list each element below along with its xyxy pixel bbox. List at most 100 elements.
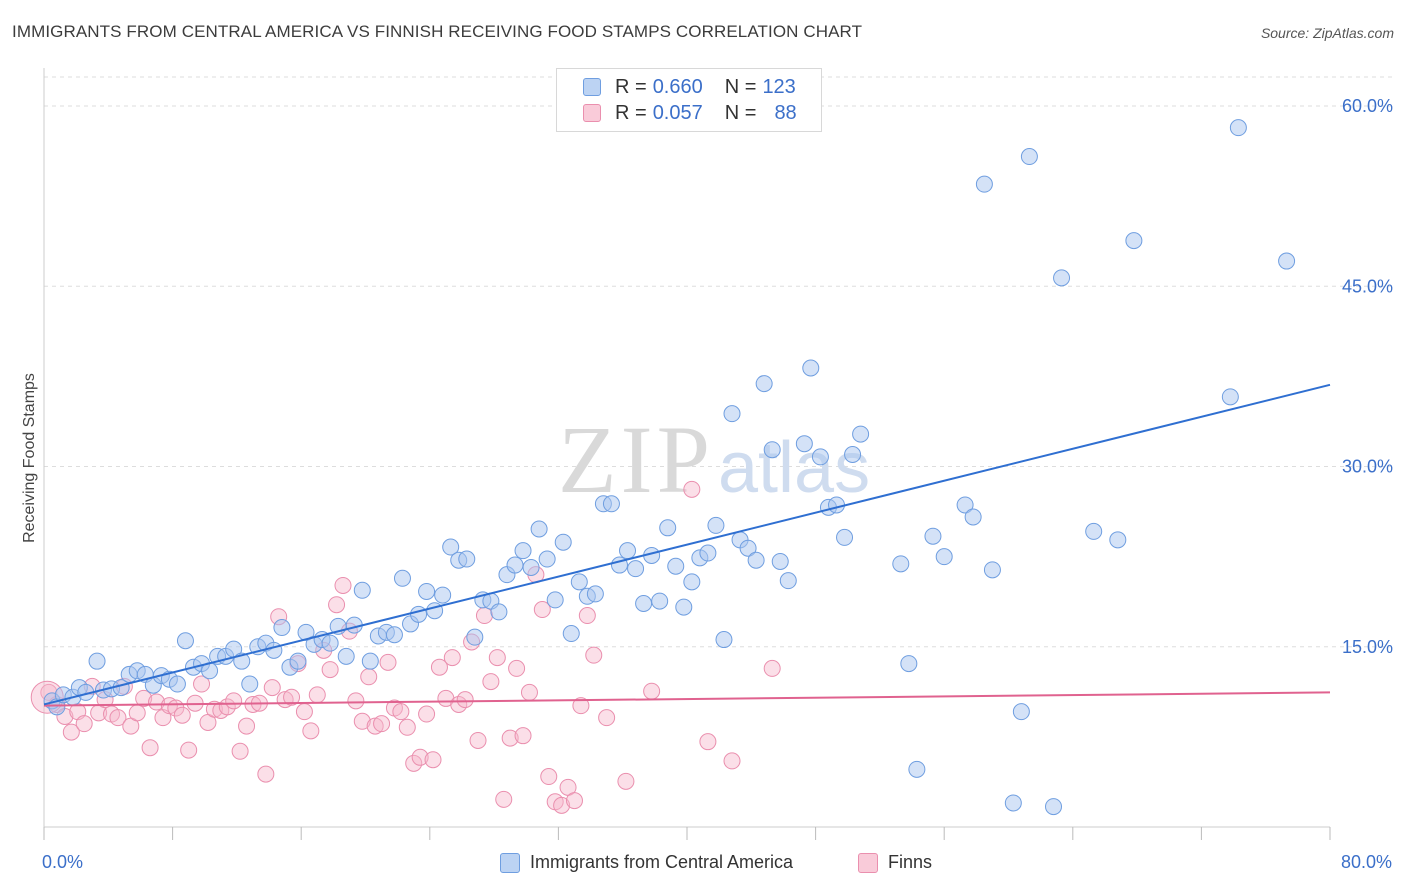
central-america-point bbox=[699, 544, 717, 562]
finns-point bbox=[353, 712, 371, 730]
central-america-point bbox=[458, 550, 476, 568]
finns-point bbox=[488, 649, 506, 667]
central-america-point bbox=[1278, 252, 1296, 270]
finns-point bbox=[373, 715, 391, 733]
central-america-point bbox=[168, 675, 186, 693]
central-america-point bbox=[393, 569, 411, 587]
central-america-point bbox=[715, 631, 733, 649]
finns-point bbox=[514, 727, 532, 745]
finns-point bbox=[572, 697, 590, 715]
central-america-point bbox=[975, 175, 993, 193]
finns-point bbox=[456, 691, 474, 709]
finns-point bbox=[263, 679, 281, 697]
trend-lines bbox=[43, 383, 1331, 707]
central-america-point bbox=[619, 542, 637, 560]
chart-title: IMMIGRANTS FROM CENTRAL AMERICA VS FINNI… bbox=[12, 22, 863, 41]
central-america-point bbox=[892, 555, 910, 573]
watermark: ZIP atlas bbox=[558, 406, 870, 513]
central-america-point bbox=[562, 625, 580, 643]
central-america-point bbox=[795, 435, 813, 453]
y-tick-label: 15.0% bbox=[1342, 637, 1393, 657]
central-america-point bbox=[763, 441, 781, 459]
legend-swatch-blue bbox=[583, 78, 601, 96]
central-america-point bbox=[418, 582, 436, 600]
central-america-point bbox=[1125, 232, 1143, 250]
central-america-point bbox=[289, 652, 307, 670]
finns-point bbox=[238, 717, 256, 735]
bottom-legend-swatch-pink bbox=[858, 852, 878, 873]
finns-point bbox=[257, 765, 275, 783]
finns-point bbox=[62, 723, 80, 741]
legend-row-central-america: R = 0.660 N = 123 bbox=[583, 75, 796, 99]
finns-point bbox=[302, 722, 320, 740]
central-america-point bbox=[935, 548, 953, 566]
finns-point bbox=[565, 792, 583, 810]
finns-point bbox=[411, 748, 429, 766]
finns-point bbox=[418, 705, 436, 723]
central-america-point bbox=[675, 598, 693, 616]
central-america-point bbox=[1229, 119, 1247, 137]
finns-point bbox=[135, 689, 153, 707]
central-america-point bbox=[779, 572, 797, 590]
central-america-point bbox=[659, 519, 677, 537]
finns-point bbox=[540, 768, 558, 786]
watermark-atlas: atlas bbox=[718, 428, 870, 508]
bottom-legend-finns: Finns bbox=[858, 852, 932, 873]
central-america-point bbox=[602, 495, 620, 513]
finns-point bbox=[443, 649, 461, 667]
central-america-point bbox=[442, 538, 460, 556]
central-america-point bbox=[546, 591, 564, 609]
central-america-point bbox=[514, 542, 532, 560]
central-america-point bbox=[490, 603, 508, 621]
central-america-point bbox=[651, 592, 669, 610]
legend-swatch-pink bbox=[583, 104, 601, 122]
x-tick-label-min: 0.0% bbox=[42, 852, 84, 872]
finns-trend-line bbox=[43, 691, 1331, 707]
finns-point bbox=[148, 693, 166, 711]
central-america-point bbox=[683, 573, 701, 591]
x-tick-label-max: 80.0% bbox=[1340, 852, 1392, 872]
central-america-point bbox=[1109, 531, 1127, 549]
watermark-zip: ZIP bbox=[558, 406, 714, 513]
central-america-point bbox=[88, 652, 106, 670]
central-america-point bbox=[586, 585, 604, 603]
finns-point bbox=[360, 668, 378, 686]
central-america-point bbox=[723, 405, 741, 423]
y-tick-label: 45.0% bbox=[1342, 276, 1393, 296]
central-america-point bbox=[337, 647, 355, 665]
central-america-point bbox=[506, 556, 524, 574]
finns-point bbox=[141, 739, 159, 757]
central-america-point bbox=[811, 448, 829, 466]
y-tick-labels: 15.0% 30.0% 45.0% 60.0% bbox=[1342, 96, 1393, 657]
finns-point bbox=[617, 772, 635, 790]
central-america-point bbox=[530, 520, 548, 538]
y-tick-label: 30.0% bbox=[1342, 457, 1393, 477]
finns-point bbox=[598, 709, 616, 727]
legend-n-label: N = bbox=[724, 101, 757, 124]
central-america-point bbox=[755, 375, 773, 393]
finns-point bbox=[128, 704, 146, 722]
central-america-point bbox=[1221, 388, 1239, 406]
finns-point bbox=[308, 686, 326, 704]
legend-r-label: R = bbox=[615, 75, 647, 98]
central-america-point bbox=[538, 550, 556, 568]
central-america-point bbox=[1012, 703, 1030, 721]
finns-point bbox=[347, 692, 365, 710]
finns-point bbox=[683, 480, 701, 498]
central-america-point bbox=[1004, 794, 1022, 812]
central-america-point bbox=[265, 641, 283, 659]
finns-point bbox=[508, 659, 526, 677]
finns-point bbox=[392, 703, 410, 721]
finns-point bbox=[225, 692, 243, 710]
central-america-point bbox=[522, 558, 540, 576]
central-america-point bbox=[956, 496, 974, 514]
finns-point bbox=[405, 754, 423, 772]
central-america-point bbox=[466, 628, 484, 646]
central-america-point bbox=[827, 496, 845, 514]
finns-point bbox=[643, 682, 661, 700]
legend-n-value: 123 bbox=[762, 75, 796, 98]
legend-n-label: N = bbox=[724, 75, 757, 98]
finns-point bbox=[723, 752, 741, 770]
finns-point bbox=[379, 653, 397, 671]
central-america-point bbox=[385, 626, 403, 644]
